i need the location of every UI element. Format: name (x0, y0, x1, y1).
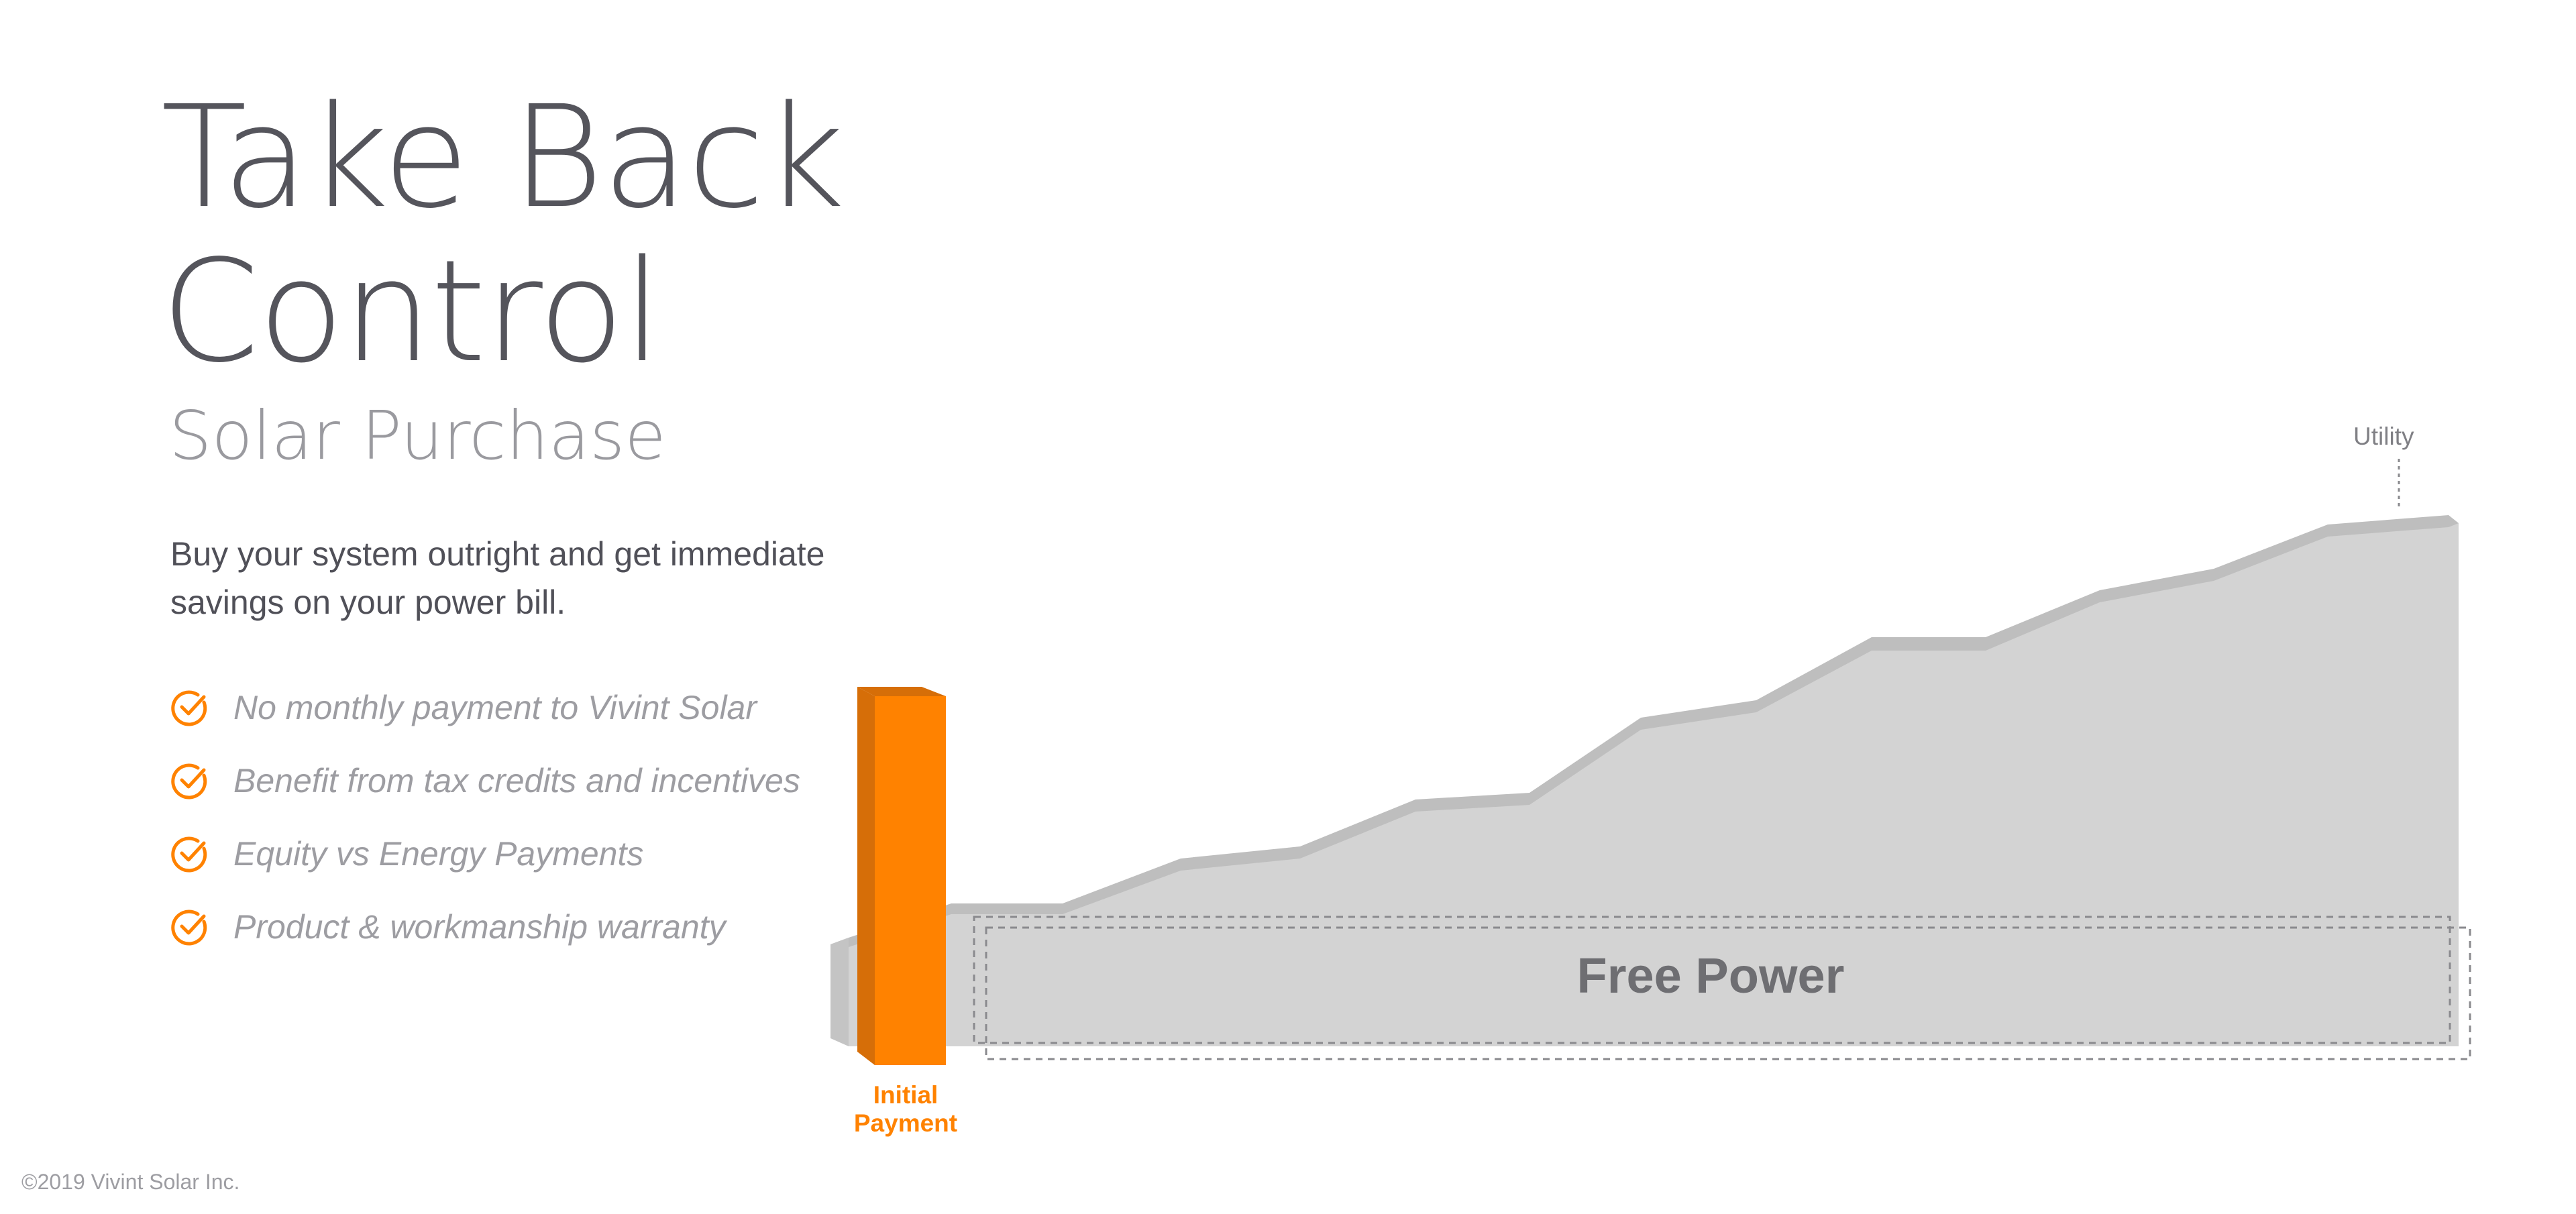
page-title: Take Back Control (161, 80, 899, 389)
benefit-text: Benefit from tax credits and incentives (233, 761, 800, 799)
initial-payment-bar-side (857, 687, 875, 1065)
benefits-list: No monthly payment to Vivint Solar Benef… (170, 671, 800, 963)
diagram-base-edge (830, 938, 849, 1046)
check-circle-icon (171, 836, 207, 872)
page-title-text: Take Back Control (161, 75, 845, 394)
benefit-item: Product & workmanship warranty (170, 890, 800, 963)
check-circle-icon (171, 763, 207, 799)
initial-payment-bar (875, 696, 946, 1065)
free-power-label: Free Power (1576, 948, 1845, 1003)
benefit-item: Benefit from tax credits and incentives (170, 744, 800, 817)
initial-payment-label: Initial Payment (853, 1081, 958, 1137)
benefit-text: Equity vs Energy Payments (233, 834, 644, 873)
check-circle-icon (171, 690, 207, 726)
utility-label: Utility (2353, 423, 2414, 450)
benefit-text: Product & workmanship warranty (233, 907, 726, 946)
benefit-item: Equity vs Energy Payments (170, 817, 800, 890)
initial-payment-bar-top (857, 687, 946, 696)
free-power-box-shadow (985, 926, 2471, 1060)
page-subtitle: Solar Purchase (169, 396, 666, 475)
free-power-box (973, 916, 2451, 1044)
copyright-text: ©2019 Vivint Solar Inc. (21, 1170, 240, 1194)
utility-cost-area (849, 523, 2459, 1046)
benefit-text: No monthly payment to Vivint Solar (233, 688, 757, 726)
description-text: Buy your system outright and get immedia… (170, 535, 825, 621)
benefit-item: No monthly payment to Vivint Solar (170, 671, 800, 744)
check-circle-icon (171, 909, 207, 945)
